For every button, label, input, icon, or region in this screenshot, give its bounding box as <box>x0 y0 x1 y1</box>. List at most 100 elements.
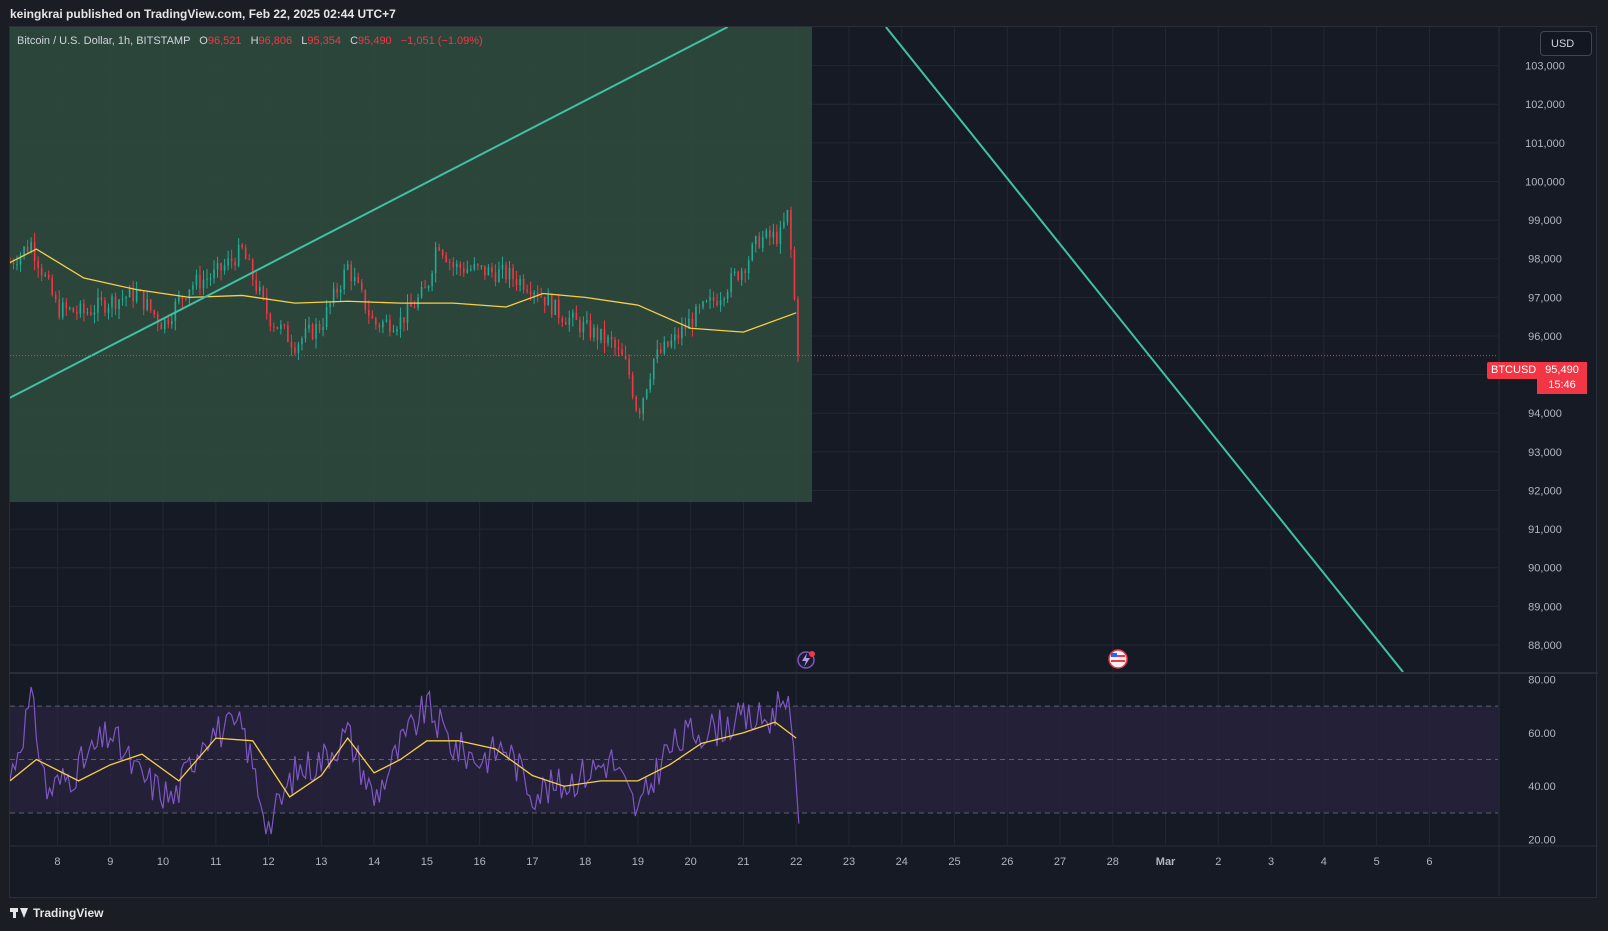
candle-body <box>536 292 539 297</box>
time-tick-label: 12 <box>262 856 274 868</box>
candle-body <box>441 250 444 256</box>
candle-body <box>614 339 616 348</box>
top-bar: keingkrai published on TradingView.com, … <box>0 0 1608 26</box>
candle-body <box>575 312 578 320</box>
trendline-2 <box>885 27 1404 672</box>
candle-body <box>793 249 796 300</box>
candle-body <box>290 341 293 348</box>
candle-body <box>322 327 324 331</box>
candle-body <box>51 277 54 295</box>
candle-body <box>628 358 630 376</box>
currency-selector[interactable]: USD <box>1540 31 1592 56</box>
candle-body <box>58 299 61 318</box>
candle-body <box>258 286 261 292</box>
candle-body <box>276 326 279 329</box>
candle-body <box>487 267 490 276</box>
candle-body <box>107 307 110 313</box>
time-tick-label: 16 <box>473 856 485 868</box>
candle-body <box>533 292 535 295</box>
price-tick-label: 92,000 <box>1528 485 1562 497</box>
candle-body <box>40 268 43 276</box>
candle-body <box>97 297 99 313</box>
candle-body <box>375 318 377 325</box>
candle-body <box>255 279 258 292</box>
candle-body <box>621 349 623 356</box>
candle-body <box>677 334 680 339</box>
candle-body <box>670 340 673 347</box>
candle-body <box>325 307 328 328</box>
candle-body <box>459 263 462 269</box>
candle-body <box>515 278 518 286</box>
candle-body <box>33 242 36 261</box>
time-tick-label: 18 <box>579 856 591 868</box>
symbol-price-tag: BTCUSD <box>1487 362 1541 379</box>
candle-body <box>758 236 761 248</box>
candle-body <box>797 299 799 356</box>
candle-body <box>382 321 384 328</box>
candle-body <box>572 312 574 318</box>
candle-body <box>287 325 289 342</box>
candle-body <box>146 299 148 310</box>
time-tick-label: 21 <box>737 856 749 868</box>
time-tick-label: 5 <box>1374 856 1380 868</box>
candle-body <box>543 296 546 306</box>
candle-body <box>702 301 704 308</box>
time-tick-label: 10 <box>157 856 169 868</box>
candle-body <box>269 313 272 327</box>
candle-body <box>192 285 194 290</box>
legend-low-value: 95,354 <box>307 35 342 47</box>
candle-body <box>740 270 743 280</box>
time-tick-label: 14 <box>368 856 380 868</box>
candle-body <box>178 297 180 302</box>
candle-body <box>368 310 370 316</box>
candle-body <box>688 318 690 329</box>
candle-body <box>663 341 666 353</box>
candle-body <box>466 269 469 273</box>
time-tick-label: Mar <box>1156 856 1176 868</box>
lightning-icon <box>797 651 815 669</box>
rsi-tick-label: 60.00 <box>1528 728 1556 740</box>
candle-body <box>343 269 345 290</box>
candle-body <box>723 298 725 301</box>
candle-body <box>455 263 458 268</box>
last-price-tag: 95,490 15:46 <box>1537 362 1587 394</box>
candle-body <box>462 268 465 273</box>
candle-body <box>93 312 96 315</box>
candle-body <box>674 334 676 341</box>
candle-body <box>477 264 479 266</box>
price-tick-label: 101,000 <box>1525 138 1565 150</box>
candle-body <box>790 210 792 250</box>
candle-body <box>638 410 641 414</box>
candle-body <box>273 326 275 328</box>
time-tick-label: 11 <box>210 856 221 868</box>
time-tick-label: 13 <box>315 856 327 868</box>
legend-open-label: O <box>199 35 208 47</box>
time-tick-label: 17 <box>526 856 538 868</box>
candle-body <box>244 247 247 260</box>
price-tick-label: 88,000 <box>1528 640 1562 652</box>
lightning-icon-bolt <box>802 653 810 667</box>
candle-body <box>216 263 219 270</box>
candle-body <box>747 260 750 274</box>
candle-body <box>399 317 402 329</box>
candle-body <box>199 274 201 289</box>
candle-body <box>744 270 747 274</box>
legend-close-label: C <box>350 35 359 47</box>
footer-brand[interactable]: TradingView <box>10 906 103 920</box>
candle-body <box>565 322 567 325</box>
candle-body <box>765 230 768 238</box>
time-tick-label: 22 <box>790 856 802 868</box>
bar-countdown: 15:46 <box>1548 379 1576 391</box>
candle-body <box>311 324 314 339</box>
candle-body <box>779 227 782 244</box>
price-tick-label: 94,000 <box>1528 408 1562 420</box>
candle-body <box>251 259 254 280</box>
candle-body <box>86 312 89 314</box>
candle-body <box>72 307 75 313</box>
candle-body <box>494 272 497 282</box>
candle-body <box>776 231 778 244</box>
candle-body <box>586 320 588 323</box>
legend-close-value: 95,490 <box>358 35 392 47</box>
tradingview-logo-icon <box>10 908 28 918</box>
